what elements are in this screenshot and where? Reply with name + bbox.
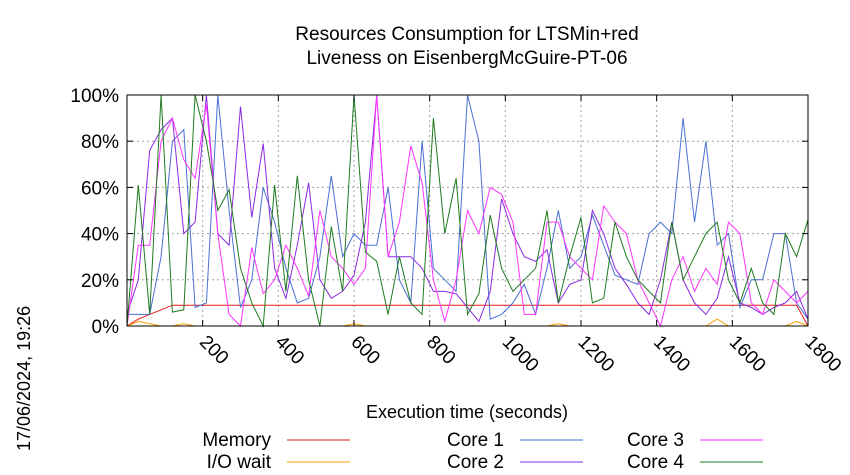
series-line-core-1 [127, 94, 809, 320]
y-tick-label: 0% [92, 317, 120, 338]
series-line-memory [126, 304, 809, 327]
x-tick-label: 1400 [649, 332, 694, 377]
plot-frame [126, 94, 809, 327]
series-line-core-4 [126, 94, 809, 328]
x-tick-label: 1800 [800, 332, 845, 377]
legend-label-i-o-wait: I/O wait [207, 452, 272, 473]
chart-title-line-1: Resources Consumption for LTSMin+red [295, 24, 638, 45]
y-tick-label: 20% [81, 271, 119, 292]
x-tick-label: 1000 [498, 332, 543, 377]
x-tick-label: 1600 [725, 332, 770, 377]
x-tick-label: 800 [422, 332, 459, 369]
legend-label-core-1: Core 1 [447, 430, 504, 451]
x-tick-label: 200 [195, 332, 232, 369]
x-tick-label: 600 [346, 332, 383, 369]
x-tick-label: 1200 [573, 332, 618, 377]
legend-label-core-2: Core 2 [447, 452, 504, 473]
legend-label-memory: Memory [202, 430, 271, 451]
timestamp-label: 17/06/2024, 19:26 [14, 306, 34, 451]
y-tick-label: 100% [70, 86, 119, 107]
legend-label-core-4: Core 4 [627, 452, 684, 473]
legend-label-core-3: Core 3 [627, 430, 684, 451]
y-tick-label: 60% [81, 178, 119, 199]
series-line-i-o-wait [126, 318, 809, 327]
series-line-core-2 [126, 94, 809, 323]
y-axis: 0% 20% 40% 60% 80% 100% [70, 86, 808, 338]
x-axis: 200 400 600 800 1000 1200 1400 1600 1800 [195, 95, 845, 376]
chart-title-line-2: Liveness on EisenbergMcGuire-PT-06 [306, 48, 627, 69]
chart-title: Resources Consumption for LTSMin+red Liv… [295, 24, 638, 69]
x-tick-label: 400 [271, 332, 308, 369]
y-tick-label: 40% [81, 225, 119, 246]
x-axis-label: Execution time (seconds) [366, 402, 568, 422]
y-tick-label: 80% [81, 132, 119, 153]
series-lines [126, 94, 809, 328]
